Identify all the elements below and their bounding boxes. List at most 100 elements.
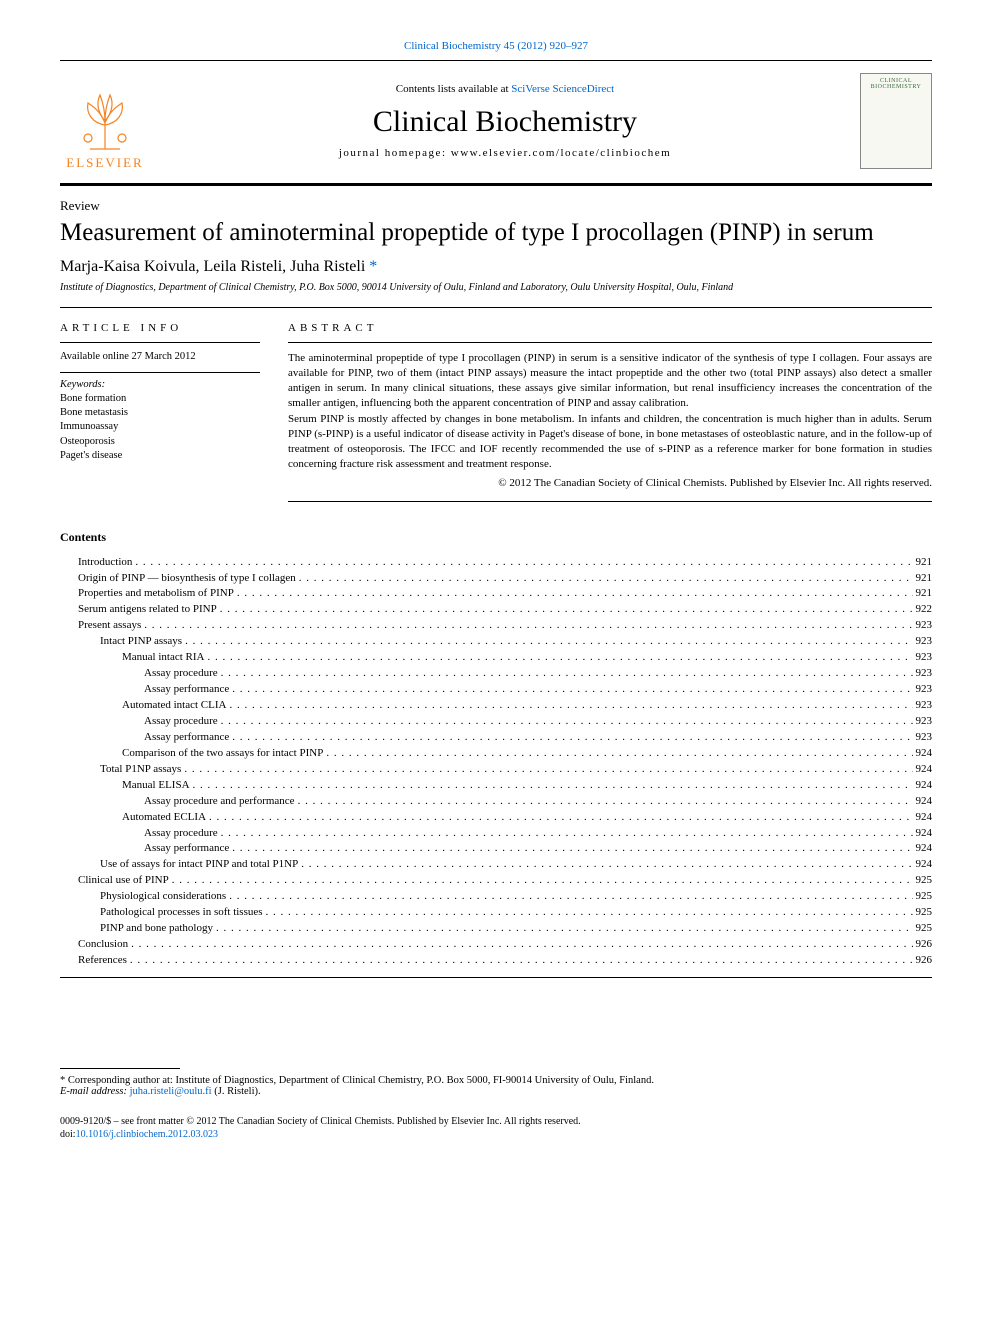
toc-bottom-rule <box>60 977 932 978</box>
toc-row: PINP and bone pathology925 <box>60 921 932 937</box>
journal-cover-thumbnail: CLINICAL BIOCHEMISTRY <box>860 73 932 169</box>
toc-leader-dots <box>221 714 913 730</box>
top-citation-link[interactable]: Clinical Biochemistry 45 (2012) 920–927 <box>404 40 588 52</box>
toc-page-number: 925 <box>916 873 933 889</box>
footnotes: * Corresponding author at: Institute of … <box>60 1068 932 1141</box>
toc-label[interactable]: References <box>78 953 127 969</box>
doi-link[interactable]: 10.1016/j.clinbiochem.2012.03.023 <box>76 1129 219 1140</box>
contents-available-line: Contents lists available at SciVerse Sci… <box>150 83 860 95</box>
toc-row: Assay performance924 <box>60 841 932 857</box>
abstract-bottom-rule <box>288 501 932 502</box>
toc-label[interactable]: Assay procedure <box>144 714 218 730</box>
toc-leader-dots <box>172 873 913 889</box>
rule-header-thick <box>60 183 932 186</box>
authors: Marja-Kaisa Koivula, Leila Risteli, Juha… <box>60 258 932 276</box>
toc-row: Assay procedure 923 <box>60 666 932 682</box>
corresponding-author-footnote: * Corresponding author at: Institute of … <box>60 1075 932 1086</box>
journal-homepage-line: journal homepage: www.elsevier.com/locat… <box>150 147 860 159</box>
toc-label[interactable]: Origin of PINP — biosynthesis of type I … <box>78 571 296 587</box>
sciencedirect-link[interactable]: SciVerse ScienceDirect <box>511 83 614 95</box>
toc-label[interactable]: Assay performance <box>144 841 229 857</box>
toc-page-number: 923 <box>916 714 933 730</box>
toc-page-number: 924 <box>916 794 933 810</box>
toc-leader-dots <box>184 762 912 778</box>
corresponding-email-link[interactable]: juha.risteli@oulu.fi <box>130 1086 212 1097</box>
corresponding-marker-link[interactable]: * <box>369 258 377 275</box>
toc-row: References926 <box>60 953 932 969</box>
toc-label[interactable]: Assay procedure <box>144 666 218 682</box>
toc-label[interactable]: Physiological considerations <box>100 889 226 905</box>
toc-leader-dots <box>131 937 912 953</box>
toc-leader-dots <box>209 810 912 826</box>
keyword-item: Bone metastasis <box>60 406 260 420</box>
toc-page-number: 926 <box>916 937 933 953</box>
toc-page-number: 923 <box>916 682 933 698</box>
rule-top-thin <box>60 60 932 61</box>
contents-prefix: Contents lists available at <box>396 83 511 95</box>
toc-label[interactable]: Intact PINP assays <box>100 634 182 650</box>
toc-row: Comparison of the two assays for intact … <box>60 746 932 762</box>
toc-label[interactable]: Manual ELISA <box>122 778 190 794</box>
toc-label[interactable]: Introduction <box>78 555 132 571</box>
toc-page-number: 925 <box>916 889 933 905</box>
keyword-item: Bone formation <box>60 392 260 406</box>
toc-label[interactable]: Conclusion <box>78 937 128 953</box>
toc-page-number: 924 <box>916 778 933 794</box>
toc-label[interactable]: Total P1NP assays <box>100 762 181 778</box>
toc-label[interactable]: PINP and bone pathology <box>100 921 213 937</box>
cover-thumb-title: CLINICAL BIOCHEMISTRY <box>865 78 927 90</box>
top-citation: Clinical Biochemistry 45 (2012) 920–927 <box>60 40 932 52</box>
toc-row: Assay procedure and performance 924 <box>60 794 932 810</box>
toc-label[interactable]: Manual intact RIA <box>122 650 204 666</box>
toc-leader-dots <box>221 826 913 842</box>
toc-page-number: 923 <box>916 666 933 682</box>
toc-label[interactable]: Automated intact CLIA <box>122 698 226 714</box>
toc-row: Assay procedure 924 <box>60 826 932 842</box>
keyword-item: Immunoassay <box>60 420 260 434</box>
toc-leader-dots <box>144 618 912 634</box>
journal-header: ELSEVIER Contents lists available at Sci… <box>60 65 932 181</box>
authors-text: Marja-Kaisa Koivula, Leila Risteli, Juha… <box>60 258 369 275</box>
toc-row: Serum antigens related to PINP922 <box>60 602 932 618</box>
article-front-matter: Review Measurement of aminoterminal prop… <box>60 198 932 502</box>
toc-row: Assay performance 923 <box>60 682 932 698</box>
elsevier-logo: ELSEVIER <box>60 71 150 171</box>
toc-leader-dots <box>193 778 913 794</box>
toc-label[interactable]: Pathological processes in soft tissues <box>100 905 263 921</box>
article-type-label: Review <box>60 198 932 214</box>
toc-page-number: 924 <box>916 826 933 842</box>
abstract-heading: abstract <box>288 322 932 343</box>
toc-leader-dots <box>135 555 912 571</box>
toc-row: Total P1NP assays924 <box>60 762 932 778</box>
toc-label[interactable]: Automated ECLIA <box>122 810 206 826</box>
toc-label[interactable]: Comparison of the two assays for intact … <box>122 746 323 762</box>
toc-label[interactable]: Assay performance <box>144 730 229 746</box>
toc-label[interactable]: Properties and metabolism of PINP <box>78 586 234 602</box>
contents-heading: Contents <box>60 530 932 545</box>
toc-page-number: 923 <box>916 730 933 746</box>
email-suffix: (J. Risteli). <box>212 1086 261 1097</box>
abstract-body: The aminoterminal propeptide of type I p… <box>288 351 932 491</box>
keywords-label: Keywords: <box>60 379 260 390</box>
article-info-heading: article info <box>60 322 260 343</box>
abstract-column: abstract The aminoterminal propeptide of… <box>288 322 932 502</box>
toc-page-number: 923 <box>916 634 933 650</box>
toc-row: Introduction921 <box>60 555 932 571</box>
toc-row: Conclusion 926 <box>60 937 932 953</box>
toc-label[interactable]: Assay performance <box>144 682 229 698</box>
toc-label[interactable]: Present assays <box>78 618 141 634</box>
toc-row: Automated ECLIA924 <box>60 810 932 826</box>
toc-label[interactable]: Use of assays for intact PINP and total … <box>100 857 298 873</box>
toc-row: Properties and metabolism of PINP921 <box>60 586 932 602</box>
toc-row: Clinical use of PINP 925 <box>60 873 932 889</box>
toc-row: Pathological processes in soft tissues92… <box>60 905 932 921</box>
header-center: Contents lists available at SciVerse Sci… <box>150 83 860 159</box>
article-title: Measurement of aminoterminal propeptide … <box>60 218 932 248</box>
available-online: Available online 27 March 2012 <box>60 351 260 362</box>
toc-label[interactable]: Assay procedure and performance <box>144 794 295 810</box>
toc-label[interactable]: Clinical use of PINP <box>78 873 169 889</box>
toc-label[interactable]: Assay procedure <box>144 826 218 842</box>
doi-line: doi:10.1016/j.clinbiochem.2012.03.023 <box>60 1128 932 1141</box>
toc-row: Automated intact CLIA923 <box>60 698 932 714</box>
toc-label[interactable]: Serum antigens related to PINP <box>78 602 217 618</box>
